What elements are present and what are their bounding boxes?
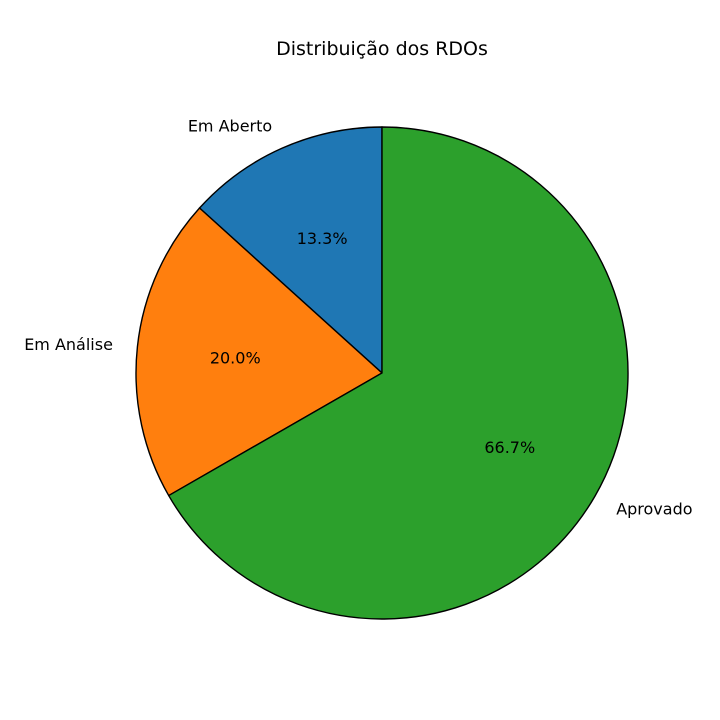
slice-pct-label-2: 66.7%: [484, 438, 535, 457]
slice-pct-label-1: 20.0%: [210, 348, 261, 367]
pie-slice-0: [198, 126, 383, 374]
slice-pct-label-0: 13.3%: [297, 229, 348, 248]
slice-label-0: Em Aberto: [188, 117, 272, 136]
chart-title: Distribuição dos RDOs: [276, 38, 488, 60]
pie-slices: [135, 126, 629, 620]
pie-slice-2: [168, 126, 629, 620]
slice-label-2: Aprovado: [616, 500, 692, 519]
pie-labels: Em Aberto 13.3% Em Análise 20.0% Aprovado 66.…: [24, 117, 692, 519]
pie-slice-1: [135, 207, 383, 497]
slice-label-1: Em Análise: [24, 335, 113, 354]
